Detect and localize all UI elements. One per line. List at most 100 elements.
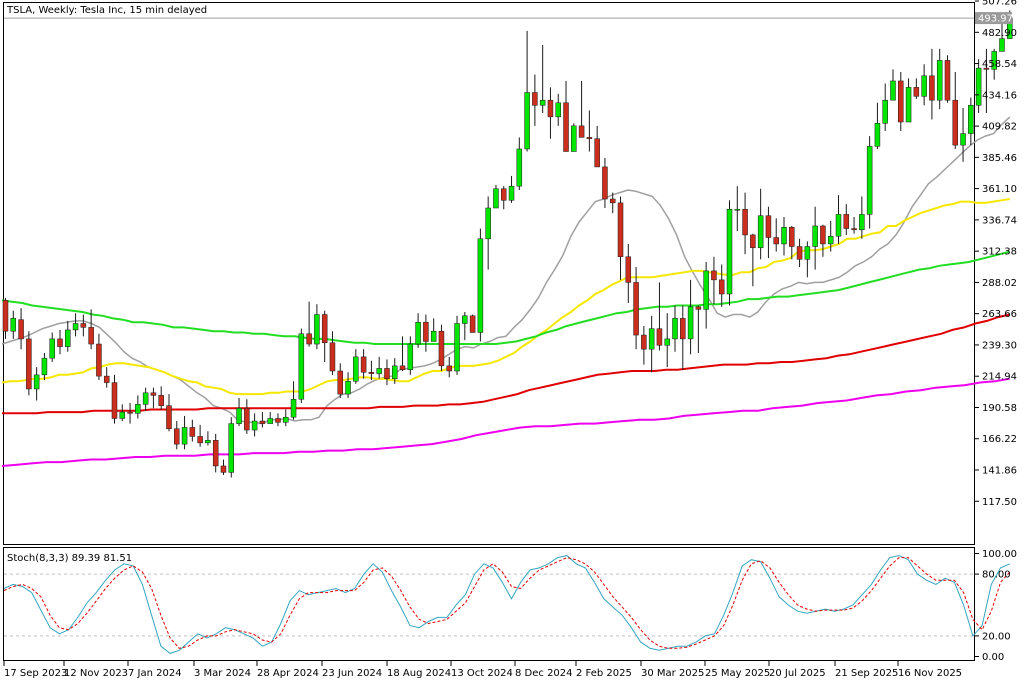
candle-body [150, 392, 157, 396]
candle [2, 297, 9, 339]
candle-body [438, 330, 445, 367]
price-tick-label: 409.82 [982, 122, 1017, 133]
candle-body [236, 407, 242, 424]
candle [664, 313, 670, 368]
candle-body [244, 407, 250, 431]
candle-body [485, 207, 491, 240]
price-tick-label: 117.50 [982, 497, 1017, 508]
candle [49, 332, 55, 363]
candle-body [641, 334, 647, 350]
candle-body [415, 321, 421, 345]
sma-line-4 [1, 377, 1010, 467]
candle-body [119, 411, 126, 419]
candle [796, 238, 803, 268]
candle-body [197, 436, 203, 444]
candle-body [516, 148, 523, 187]
candle [96, 333, 102, 380]
candle [290, 381, 297, 420]
candle [306, 301, 312, 347]
candle [602, 157, 608, 208]
candle-body [103, 375, 110, 383]
candle [72, 313, 79, 337]
candle-body [72, 323, 79, 331]
candle-body [734, 209, 741, 211]
candle [563, 80, 569, 152]
candle [119, 404, 126, 422]
candle-body [80, 323, 87, 328]
candle [921, 64, 927, 106]
candle-body [267, 418, 273, 424]
candle [158, 386, 164, 410]
candle [189, 419, 196, 442]
candle-body [695, 306, 702, 310]
candle-body [493, 188, 499, 209]
candle [711, 256, 717, 305]
candle-body [571, 125, 577, 152]
candlesticks[interactable] [2, 10, 1013, 478]
main-plot-frame [3, 2, 975, 545]
candle [952, 71, 959, 149]
candle-body [275, 418, 281, 423]
candle-body [423, 321, 429, 342]
candle-body [898, 80, 904, 123]
candle-body [594, 138, 600, 168]
candle [851, 216, 857, 234]
candle [890, 69, 896, 101]
stoch-tick-label: 20.00 [982, 631, 1011, 642]
time-tick-label: 13 Oct 2024 [451, 668, 513, 679]
candle [376, 356, 382, 379]
candle [866, 136, 873, 229]
candle [142, 387, 149, 411]
candle-body [742, 209, 748, 236]
candle-body [578, 125, 585, 138]
candle [236, 397, 242, 427]
candle [789, 225, 795, 260]
price-tick-label: 166.22 [982, 434, 1017, 445]
candle-body [944, 60, 951, 101]
candle [773, 218, 779, 252]
candle [648, 315, 655, 373]
candle-body [656, 328, 663, 346]
candle [181, 415, 188, 450]
candle-body [259, 420, 266, 424]
price-tick-label: 239.30 [982, 340, 1017, 351]
candle-body [337, 370, 344, 395]
candle [539, 45, 546, 114]
candle-body [913, 87, 920, 97]
candle [212, 433, 219, 473]
candle-body [555, 102, 561, 118]
candle-body [633, 282, 639, 336]
stoch-main-line [3, 555, 1011, 654]
candle [960, 107, 966, 162]
candle-body [602, 166, 608, 200]
candle-body [866, 146, 873, 215]
candle [859, 196, 865, 239]
candle [975, 59, 982, 114]
candle-body [181, 427, 188, 445]
candle [555, 93, 561, 126]
candle [757, 188, 764, 260]
candle-body [174, 428, 180, 445]
candle-body [283, 416, 289, 423]
candle-body [781, 226, 787, 245]
candle-body [680, 318, 686, 340]
candle-body [851, 228, 857, 231]
candle-body [360, 356, 367, 373]
price-tick-label: 458.54 [982, 59, 1017, 70]
candle [103, 367, 110, 388]
candle [80, 314, 87, 337]
candle-body [298, 333, 305, 400]
candle [407, 336, 414, 375]
stoch-signal-line [3, 557, 1011, 649]
candle [765, 206, 772, 259]
candle-body [843, 214, 850, 229]
candle-body [189, 427, 196, 437]
candle [18, 308, 24, 350]
candle-body [991, 51, 997, 70]
candle-body [376, 368, 382, 374]
candle [625, 243, 632, 303]
candle-body [773, 237, 779, 245]
candle [695, 305, 702, 354]
